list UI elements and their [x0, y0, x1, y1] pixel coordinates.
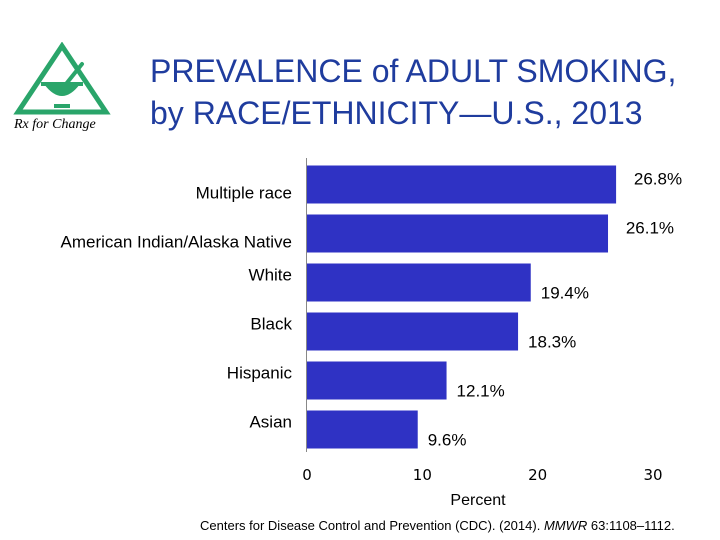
- title-line-2: by RACE/ETHNICITY—U.S., 2013: [150, 95, 643, 131]
- source-journal: MMWR: [543, 518, 588, 533]
- bar: [307, 263, 531, 302]
- data-label: 9.6%: [428, 431, 467, 450]
- category-label: Multiple race: [196, 184, 292, 203]
- data-label: 18.3%: [528, 333, 576, 352]
- data-label: 12.1%: [457, 382, 505, 401]
- page-title: PREVALENCE of ADULT SMOKING, by RACE/ETH…: [150, 50, 710, 134]
- bar: [307, 410, 418, 449]
- category-label: Hispanic: [227, 364, 293, 383]
- logo-text: Rx for Change: [13, 117, 96, 132]
- x-tick-label: 30: [643, 466, 662, 484]
- category-label: Asian: [249, 413, 292, 432]
- bar: [307, 165, 617, 204]
- source-prefix: Centers for Disease Control and Preventi…: [200, 518, 544, 533]
- title-line-1: PREVALENCE of ADULT SMOKING,: [150, 53, 677, 89]
- mortar-pestle-icon: [41, 62, 84, 108]
- data-label: 26.1%: [626, 219, 674, 238]
- data-label: 26.8%: [634, 170, 682, 189]
- category-label: White: [249, 266, 292, 285]
- x-tick-label: 10: [413, 466, 432, 484]
- rx-for-change-logo: Rx for Change: [13, 42, 111, 132]
- category-label: Black: [250, 315, 292, 334]
- category-label: American Indian/Alaska Native: [60, 233, 292, 252]
- data-label: 19.4%: [541, 284, 589, 303]
- source-suffix: 63:1108–1112.: [587, 518, 675, 533]
- bar: [307, 214, 609, 253]
- bar: [307, 312, 519, 351]
- x-axis-title: Percent: [450, 492, 506, 509]
- bar: [307, 361, 447, 400]
- x-tick-label: 20: [528, 466, 547, 484]
- x-tick-label: 0: [302, 466, 312, 484]
- source-citation: Centers for Disease Control and Preventi…: [200, 518, 715, 533]
